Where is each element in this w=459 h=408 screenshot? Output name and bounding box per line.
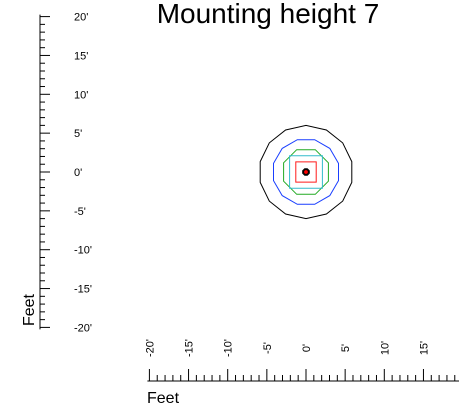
x-tick-label: -15' xyxy=(184,339,196,357)
y-tick-label: -10' xyxy=(74,245,92,257)
x-tick-label: 15' xyxy=(418,341,430,355)
y-tick-label: -5' xyxy=(74,206,86,218)
contour-line-5 xyxy=(295,161,317,183)
y-tick-label: -20' xyxy=(74,322,92,334)
x-tick-label: 0' xyxy=(301,344,313,352)
x-tick-label: -20' xyxy=(144,339,156,357)
contour-line-1 xyxy=(259,124,353,220)
x-axis: -20' -15' -10' -5' 0' 5' 10' 15' xyxy=(144,339,459,382)
contour-line-2 xyxy=(273,139,339,205)
chart-title: Mounting height 7 xyxy=(157,0,380,29)
x-axis-label: Feet xyxy=(147,390,180,407)
y-tick-label: -15' xyxy=(74,284,92,296)
y-tick-label: 5' xyxy=(74,128,82,140)
x-tick-label: 10' xyxy=(379,341,391,355)
contour-line-6 xyxy=(302,168,310,176)
x-tick-label: 5' xyxy=(340,344,352,352)
y-axis-label: Feet xyxy=(21,293,38,326)
contour-lines xyxy=(259,124,353,220)
y-tick-label: 10' xyxy=(74,89,88,101)
contour-line-4 xyxy=(289,155,323,189)
y-axis: 20' 15' 10' 5' 0' -5' -10' -15' -20' xyxy=(39,12,92,334)
x-tick-label: -5' xyxy=(262,342,274,354)
y-tick-label: 15' xyxy=(74,50,88,62)
y-tick-label: 0' xyxy=(74,167,82,179)
luminaire-marker xyxy=(302,168,310,176)
x-tick-label: -10' xyxy=(223,339,235,357)
contour-line-3 xyxy=(283,149,329,195)
y-tick-label: 20' xyxy=(74,12,88,24)
